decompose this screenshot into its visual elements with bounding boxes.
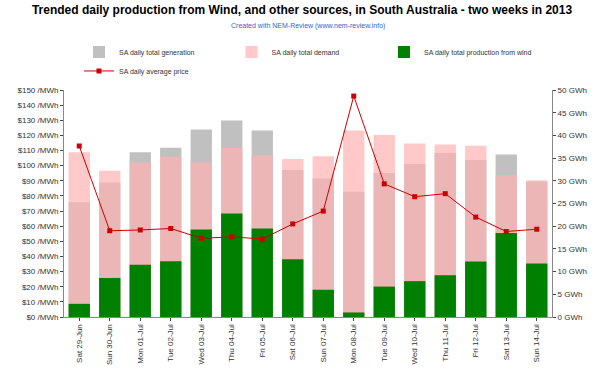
svg-text:Tue 02-Jul: Tue 02-Jul (166, 324, 175, 362)
svg-text:Tue 09-Jul: Tue 09-Jul (380, 324, 389, 362)
svg-text:Fri 12-Jul: Fri 12-Jul (471, 324, 480, 358)
svg-text:$60 /MWh: $60 /MWh (22, 222, 58, 231)
svg-text:Wed 10-Jul: Wed 10-Jul (410, 324, 419, 365)
svg-text:$140 /MWh: $140 /MWh (17, 101, 58, 110)
svg-text:Thu 11-Jul: Thu 11-Jul (441, 324, 450, 361)
svg-text:Sat 06-Jul: Sat 06-Jul (288, 324, 297, 360)
svg-text:SA daily total demand: SA daily total demand (271, 49, 339, 57)
svg-text:$100 /MWh: $100 /MWh (17, 161, 58, 170)
svg-text:15 GWh: 15 GWh (558, 245, 587, 254)
svg-text:$10 /MWh: $10 /MWh (22, 298, 58, 307)
svg-text:20 GWh: 20 GWh (558, 222, 587, 231)
svg-text:SA daily total generation: SA daily total generation (119, 49, 195, 57)
svg-text:$150 /MWh: $150 /MWh (17, 86, 58, 95)
svg-text:Fri 05-Jul: Fri 05-Jul (258, 324, 267, 358)
svg-text:$120 /MWh: $120 /MWh (17, 131, 58, 140)
svg-text:Sun 07-Jul: Sun 07-Jul (319, 324, 328, 362)
svg-text:Mon 01-Jul: Mon 01-Jul (136, 324, 145, 364)
svg-text:30 GWh: 30 GWh (558, 177, 587, 186)
svg-text:25 GWh: 25 GWh (558, 199, 587, 208)
svg-text:$30 /MWh: $30 /MWh (22, 267, 58, 276)
svg-text:$130 /MWh: $130 /MWh (17, 116, 58, 125)
svg-text:Created with NEM-Review (www.n: Created with NEM-Review (www.nem-review.… (231, 22, 385, 30)
svg-text:Sat 29-Jun: Sat 29-Jun (75, 324, 84, 363)
svg-text:Trended daily production from: Trended daily production from Wind, and … (32, 3, 573, 17)
svg-text:Sun 14-Jul: Sun 14-Jul (532, 324, 541, 362)
svg-text:$80 /MWh: $80 /MWh (22, 192, 58, 201)
svg-text:Mon 08-Jul: Mon 08-Jul (349, 324, 358, 364)
svg-text:50 GWh: 50 GWh (558, 86, 587, 95)
svg-text:$90 /MWh: $90 /MWh (22, 177, 58, 186)
svg-text:Sun 30-Jun: Sun 30-Jun (105, 324, 114, 365)
svg-text:$70 /MWh: $70 /MWh (22, 207, 58, 216)
svg-text:SA daily total production from: SA daily total production from wind (424, 49, 531, 57)
svg-text:Thu 04-Jul: Thu 04-Jul (227, 324, 236, 362)
svg-text:40 GWh: 40 GWh (558, 131, 587, 140)
svg-text:0 GWh: 0 GWh (558, 313, 583, 322)
svg-text:$0 /MWh: $0 /MWh (26, 313, 58, 322)
svg-text:$40 /MWh: $40 /MWh (22, 252, 58, 261)
svg-text:10 GWh: 10 GWh (558, 267, 587, 276)
svg-text:Sat 13-Jul: Sat 13-Jul (502, 324, 511, 360)
svg-text:$50 /MWh: $50 /MWh (22, 237, 58, 246)
svg-text:SA daily average price: SA daily average price (119, 68, 189, 76)
svg-text:5 GWh: 5 GWh (558, 290, 583, 299)
svg-text:$110 /MWh: $110 /MWh (18, 146, 58, 155)
svg-text:45 GWh: 45 GWh (558, 109, 587, 118)
svg-text:35 GWh: 35 GWh (558, 154, 587, 163)
svg-text:Wed 03-Jul: Wed 03-Jul (197, 324, 206, 365)
svg-text:$20 /MWh: $20 /MWh (22, 283, 58, 292)
